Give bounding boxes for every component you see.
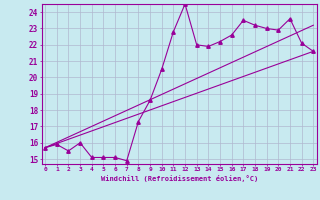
X-axis label: Windchill (Refroidissement éolien,°C): Windchill (Refroidissement éolien,°C) [100, 175, 258, 182]
